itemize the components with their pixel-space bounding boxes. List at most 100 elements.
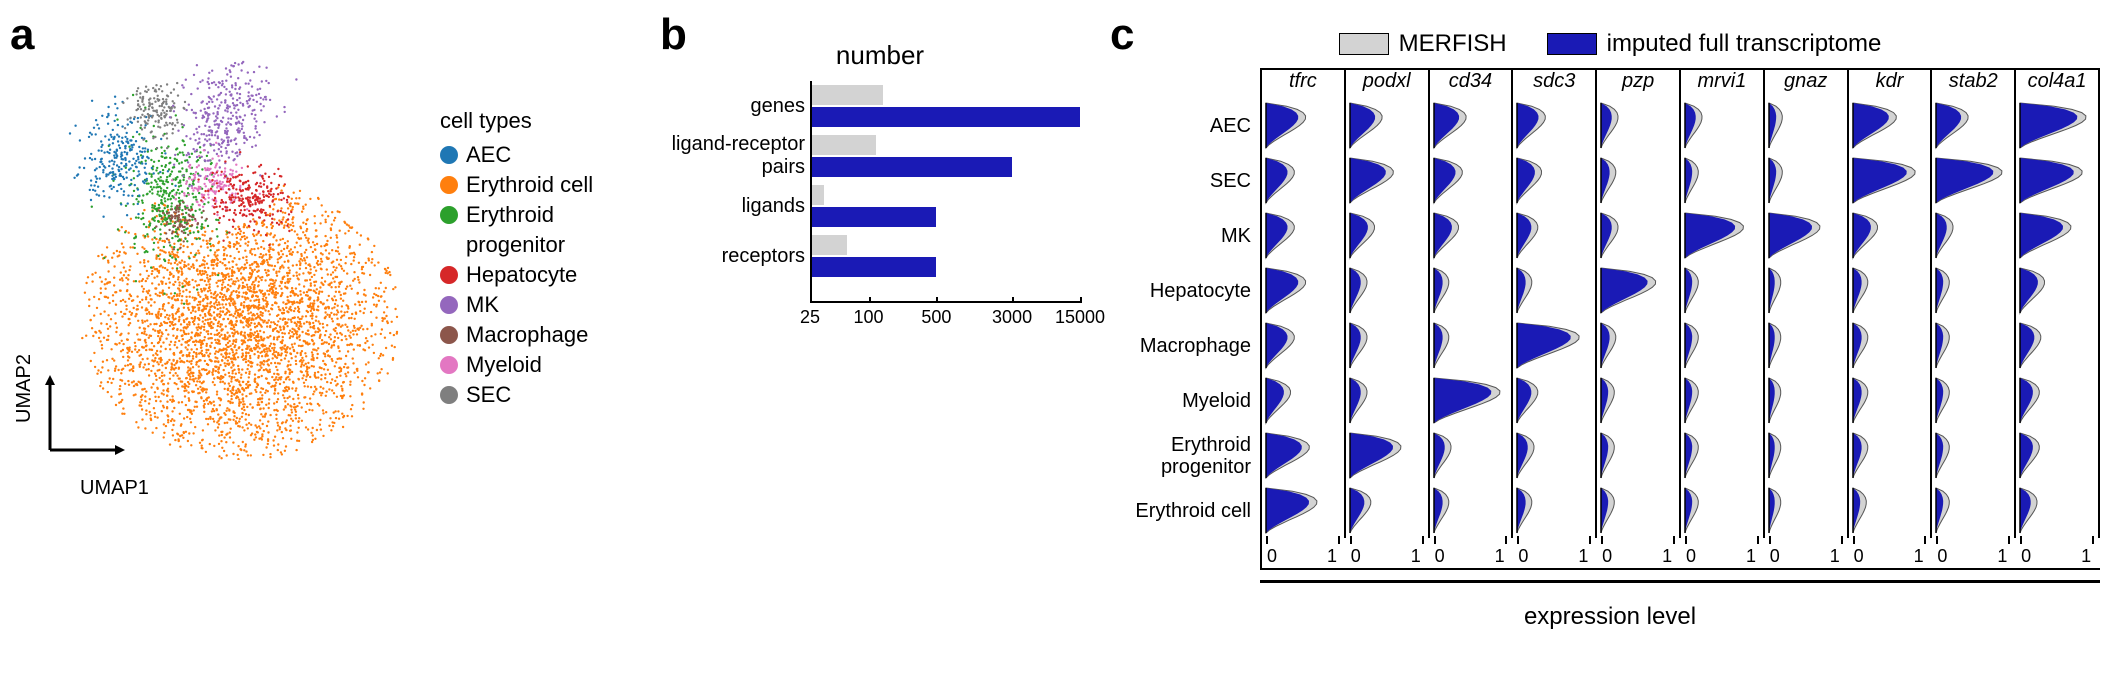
violin-cell (1430, 98, 1514, 153)
violin-cell (1513, 98, 1597, 153)
violin-cell (1262, 373, 1346, 428)
row-label: Erythroidprogenitor (1117, 434, 1257, 478)
violin-cell (1597, 373, 1681, 428)
tick-0: 0 (1351, 546, 1361, 567)
panel-c: c MERFISH imputed full transcriptome tfr… (1120, 20, 2100, 660)
bar (810, 235, 847, 255)
violin-cell (1765, 373, 1849, 428)
violin-cell (1932, 208, 2016, 263)
violin-cell (1681, 208, 1765, 263)
figure-root: a UMAP2 UMAP1 cell types AEC Erythroid c… (20, 20, 2100, 660)
panel-c-legend: MERFISH imputed full transcriptome (1120, 30, 2100, 58)
panel-a-legend: cell types AEC Erythroid cell Erythroid … (440, 108, 593, 412)
gene-header: mrvi1 (1681, 70, 1765, 98)
violin-cell (1513, 153, 1597, 208)
violin-cell (1681, 428, 1765, 483)
violin-row: SEC (1262, 153, 2100, 208)
violin-cell (1430, 153, 1514, 208)
violin-cell (1765, 153, 1849, 208)
legend-swatch (440, 356, 458, 374)
violin-cell (1346, 153, 1430, 208)
bar (810, 107, 1080, 127)
legend-swatch (440, 266, 458, 284)
violin-cell (1513, 483, 1597, 538)
legend-item: Erythroid cell (440, 172, 593, 198)
legend-swatch (440, 386, 458, 404)
violin-cell (1765, 98, 1849, 153)
violin-cell (1597, 153, 1681, 208)
violin-cell (1346, 263, 1430, 318)
violin-cell (1430, 428, 1514, 483)
bar (810, 207, 936, 227)
gene-header: cd34 (1430, 70, 1514, 98)
legend-item: SEC (440, 382, 593, 408)
violin-cell (1765, 428, 1849, 483)
violin-row: Myeloid (1262, 373, 2100, 428)
violin-cell (1849, 208, 1933, 263)
violin-cell (1262, 483, 1346, 538)
tick-cell: 0 1 (1932, 538, 2016, 568)
violin-cell (1262, 318, 1346, 373)
violin-cell (1681, 98, 1765, 153)
violin-cell (1430, 483, 1514, 538)
violin-cell (2016, 483, 2100, 538)
bar (810, 157, 1012, 177)
legend-item: Macrophage (440, 322, 593, 348)
tick-0: 0 (1686, 546, 1696, 567)
violin-cell (1430, 263, 1514, 318)
violin-cell (2016, 153, 2100, 208)
violin-row: AEC (1262, 98, 2100, 153)
tick-cell: 0 1 (1346, 538, 1430, 568)
expression-label: expression level (1120, 603, 2100, 631)
violin-cell (1346, 208, 1430, 263)
violin-cell (1681, 483, 1765, 538)
x-tick-label: 15000 (1055, 307, 1105, 328)
tick-0: 0 (1518, 546, 1528, 567)
violin-cell (2016, 428, 2100, 483)
bar (810, 185, 824, 205)
violin-cell (1765, 208, 1849, 263)
panel-a-label: a (10, 10, 34, 60)
x-tick-label: 3000 (992, 307, 1032, 328)
panel-b-title: number (670, 40, 1090, 71)
legend-imputed: imputed full transcriptome (1547, 30, 1882, 58)
violin-cell (1681, 373, 1765, 428)
violin-cell (1597, 483, 1681, 538)
tick-1: 1 (1411, 546, 1421, 567)
gene-header: podxl (1346, 70, 1430, 98)
gene-header: kdr (1849, 70, 1933, 98)
legend-text: Hepatocyte (466, 262, 577, 288)
violin-cell (1932, 373, 2016, 428)
legend-text: Macrophage (466, 322, 588, 348)
tick-1: 1 (1997, 546, 2007, 567)
tick-1: 1 (1578, 546, 1588, 567)
bar-row: ligand-receptor pairs (810, 131, 1080, 181)
gene-header: tfrc (1262, 70, 1346, 98)
violin-cell (1597, 318, 1681, 373)
violin-cell (1513, 208, 1597, 263)
violin-cell (1262, 263, 1346, 318)
bar-label: genes (670, 95, 805, 118)
violin-cell (1513, 318, 1597, 373)
gene-header: stab2 (1932, 70, 2016, 98)
violin-cell (1765, 263, 1849, 318)
violin-cell (2016, 208, 2100, 263)
violin-row: MK (1262, 208, 2100, 263)
legend-text: Myeloid (466, 352, 542, 378)
violin-cell (1681, 318, 1765, 373)
umap-x-label: UMAP1 (80, 477, 149, 500)
tick-cell: 0 1 (2016, 538, 2100, 568)
violin-grid: tfrcpodxlcd34sdc3pzpmrvi1gnazkdrstab2col… (1260, 68, 2100, 570)
legend-item: Erythroid (440, 202, 593, 228)
legend-item: Hepatocyte (440, 262, 593, 288)
legend-swatch (440, 206, 458, 224)
bar-label: ligand-receptor pairs (670, 133, 805, 179)
violin-cell (1597, 263, 1681, 318)
legend-imputed-label: imputed full transcriptome (1607, 30, 1882, 58)
violin-cell (1430, 318, 1514, 373)
violin-cell (1932, 428, 2016, 483)
violin-cell (1681, 263, 1765, 318)
tick-1: 1 (2081, 546, 2091, 567)
violin-cell (2016, 98, 2100, 153)
panel-c-label: c (1110, 10, 1134, 60)
